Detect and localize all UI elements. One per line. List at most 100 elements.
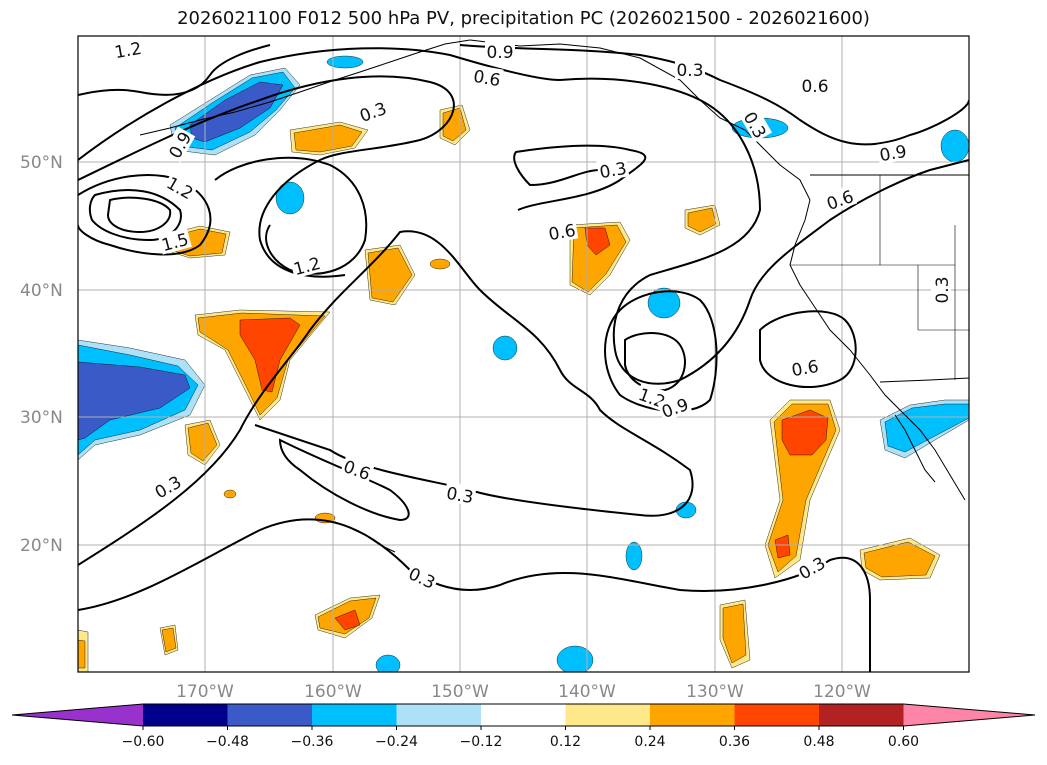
precip-fill-cluster-red-9 [334, 609, 361, 631]
contour-0.6-closed-2 [759, 310, 857, 388]
colorbar-tick-label: 0.12 [550, 734, 581, 750]
lat-label: 50°N [20, 153, 63, 173]
colorbar-tick-label: −0.12 [460, 734, 503, 750]
svg-text:0.6: 0.6 [472, 67, 502, 91]
svg-text:0.9: 0.9 [486, 43, 513, 63]
precip-fill-blue-small-6 [940, 129, 969, 163]
svg-text:0.3: 0.3 [445, 484, 475, 508]
colorbar-tick-label: 0.48 [803, 734, 834, 750]
colorbar-segment [734, 704, 820, 726]
svg-text:0.6: 0.6 [790, 357, 820, 381]
contour-label: 0.9 [485, 41, 515, 63]
precip-fill-blue-small-9 [375, 654, 401, 672]
lon-label: 140°W [558, 682, 616, 702]
contour-1.2-nw [78, 44, 271, 96]
contour-0.6-main [78, 47, 969, 385]
colorbar-segment [650, 704, 735, 726]
colorbar-segment [143, 704, 228, 726]
contour-label: 1.2 [111, 36, 145, 63]
precip-fill-blue-small-1 [275, 181, 305, 215]
precip-fill-cluster-orange-7 [863, 541, 936, 578]
precip-fill-ne-orange [571, 224, 627, 293]
contour-label: 0.3 [149, 469, 186, 503]
colorbar-segment [819, 704, 904, 726]
lon-label: 130°W [686, 682, 744, 702]
colorbar-segment [312, 704, 397, 726]
lon-label: 170°W [176, 682, 234, 702]
precip-fill-cluster-orange-3 [293, 124, 363, 153]
precip-fill-se-red [781, 409, 829, 456]
coastline-west-coast [789, 199, 966, 501]
colorbar-tick-label: 0.36 [719, 734, 750, 750]
contour-label: 0.6 [822, 184, 858, 215]
contour-0.3-east-closed [513, 144, 647, 211]
svg-text:0.3: 0.3 [676, 61, 703, 81]
graticule [78, 36, 969, 672]
lat-label: 30°N [20, 408, 63, 428]
contour-1.2-west [88, 189, 182, 242]
contour-0.9-alaska [459, 44, 969, 146]
border-us-mexico [879, 377, 969, 383]
map-title: 2026021100 F012 500 hPa PV, precipitatio… [177, 8, 870, 29]
contour-0.3-north [78, 75, 455, 278]
precip-fill-blue-small-7 [625, 541, 643, 571]
lat-label: 40°N [20, 281, 63, 301]
colorbar-tick-label: 0.60 [888, 734, 919, 750]
precip-fill-central-red [239, 317, 301, 393]
contour-label: 0.3 [443, 481, 477, 508]
colorbar: −0.60 −0.48 −0.36 −0.24 −0.12 0.12 0.24 0.36 0.4… [11, 703, 1036, 750]
svg-text:0.3: 0.3 [598, 159, 628, 183]
svg-text:0.9: 0.9 [878, 142, 908, 166]
colorbar-extend-low [12, 704, 143, 726]
precip-fill-blue-small-3 [492, 335, 518, 361]
svg-text:0.3: 0.3 [933, 276, 953, 303]
colorbar-segment [481, 704, 566, 726]
precip-fill-blue-small-2 [326, 55, 364, 69]
contour-1.2-small-low [624, 332, 686, 392]
colorbar-tick-label: −0.60 [122, 734, 165, 750]
precip-fill-cluster-orange-6 [687, 207, 717, 233]
colorbar-extend-high [903, 704, 1035, 726]
contour-label: 0.6 [800, 75, 830, 97]
colorbar-segment [227, 704, 313, 726]
colorbar-tick-label: −0.24 [375, 734, 418, 750]
contour-label: 0.6 [545, 218, 579, 245]
contour-0.9-west [78, 174, 212, 256]
contour-label: 1.5 [157, 227, 192, 256]
lon-label: 120°W [813, 682, 871, 702]
precip-fill-se-red-small [774, 534, 791, 559]
precip-fill-cluster-orange-14 [223, 489, 237, 499]
precip-fill-cluster-orange-8 [722, 603, 747, 664]
precip-fill-west-dark-blue [78, 361, 191, 441]
colorbar-tick-label: −0.36 [291, 734, 334, 750]
contour-label: 0.3 [675, 59, 705, 81]
precip-fill-blue-small-4 [647, 287, 681, 319]
contour-label: 0.6 [470, 64, 504, 91]
colorbar-segment [565, 704, 651, 726]
colorbar-segment [396, 704, 482, 726]
colorbar-tick-label: −0.48 [206, 734, 249, 750]
precip-fill-cluster-orange-12 [429, 258, 451, 270]
contour-label: 0.6 [788, 354, 822, 381]
precip-fill-blue-small-8 [556, 645, 594, 672]
contour-label: 0.3 [931, 275, 953, 305]
svg-text:1.2: 1.2 [113, 39, 143, 63]
svg-text:0.6: 0.6 [547, 221, 577, 245]
contour-0.9-southwest-low [604, 290, 718, 413]
svg-text:0.6: 0.6 [801, 77, 828, 97]
contour-label: 0.3 [596, 156, 630, 183]
contour-1.2-arc [214, 156, 368, 275]
coastline-baja [894, 414, 936, 483]
map-frame [77, 35, 970, 673]
lat-axis: 50°N 40°N 30°N 20°N [20, 153, 63, 556]
contour-label: 0.9 [876, 139, 910, 166]
lat-label: 20°N [20, 536, 63, 556]
precip-fill-cluster-orange-10 [161, 627, 177, 653]
colorbar-tick-label: 0.24 [634, 734, 665, 750]
lon-axis: 170°W 160°W 150°W 140°W 130°W 120°W [176, 682, 871, 702]
lon-label: 150°W [431, 682, 489, 702]
lon-label: 160°W [304, 682, 362, 702]
contour-1.5-west [106, 196, 172, 234]
precip-fill-cluster-orange-11 [78, 639, 86, 669]
